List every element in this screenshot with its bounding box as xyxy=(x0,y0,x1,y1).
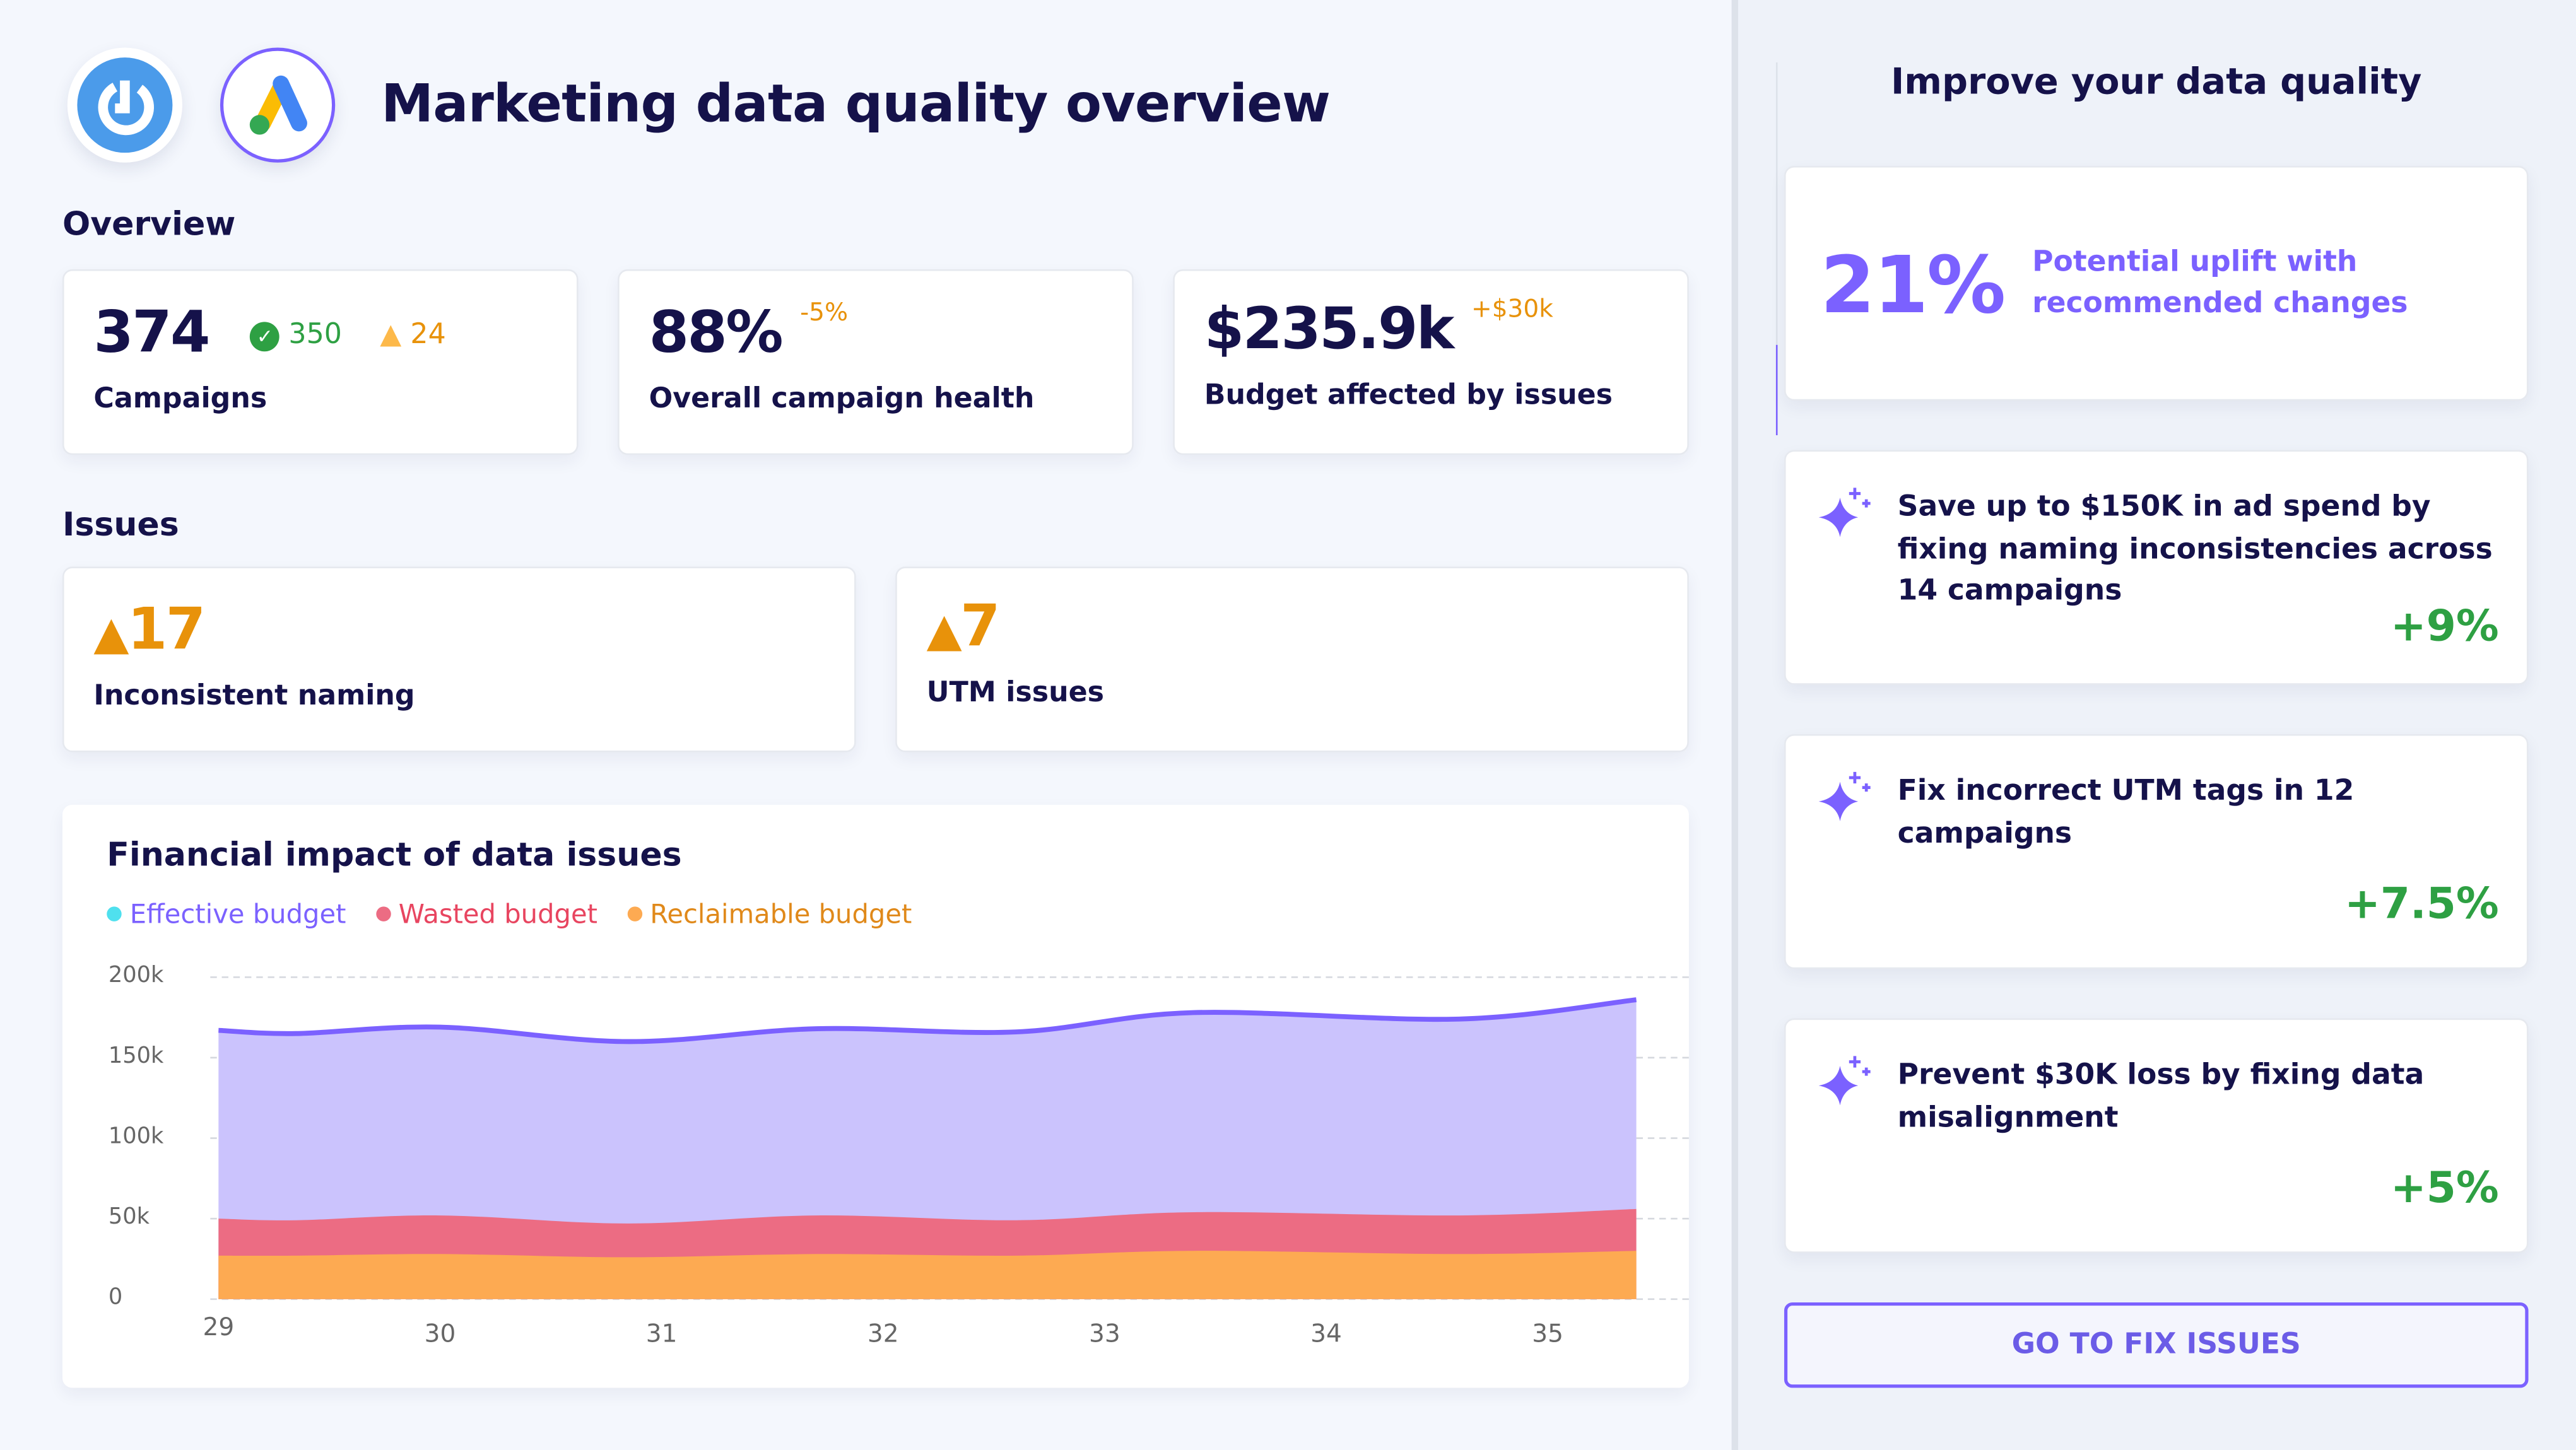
issues-heading: Issues xyxy=(62,504,179,544)
campaigns-value: 374 xyxy=(93,300,210,366)
health-label: Overall campaign health xyxy=(649,382,1035,416)
timeline-active xyxy=(1775,344,1778,436)
budget-label: Budget affected by issues xyxy=(1204,379,1613,412)
ok-count: ✓ 350 xyxy=(250,319,342,352)
legend-item[interactable]: Reclaimable budget xyxy=(626,898,912,930)
dashboard-logo xyxy=(67,47,183,163)
utm-issue-count: 7 xyxy=(960,594,1000,660)
area-chart xyxy=(210,976,1689,1301)
budget-value: $235.9k xyxy=(1204,297,1455,363)
x-tick-label: 32 xyxy=(867,1319,899,1348)
y-tick-label: 150k xyxy=(108,1043,164,1070)
naming-issue-label: Inconsistent naming xyxy=(93,680,415,713)
legend-label: Reclaimable budget xyxy=(650,898,912,930)
naming-issue-metric: ▲17 xyxy=(93,597,206,664)
uplift-label: Potential uplift with recommended change… xyxy=(2032,246,2408,320)
utm-issue-metric: ▲7 xyxy=(926,594,1001,660)
sparkle-icon xyxy=(1818,771,1871,821)
legend-label: Effective budget xyxy=(129,898,346,930)
page-title: Marketing data quality overview xyxy=(381,72,1331,135)
uplift-value: 21% xyxy=(1820,240,2006,332)
recommendation-card[interactable]: Save up to $150K in ad spend by fixing n… xyxy=(1784,450,2529,685)
legend-label: Wasted budget xyxy=(398,898,597,930)
sparkle-icon xyxy=(1818,1056,1871,1106)
go-to-fix-issues-button[interactable]: GO TO FIX ISSUES xyxy=(1784,1302,2529,1388)
budget-card[interactable]: $235.9k +$30k Budget affected by issues xyxy=(1173,269,1689,455)
health-value: 88% xyxy=(649,300,784,366)
recommendation-card[interactable]: Prevent $30K loss by fixing data misalig… xyxy=(1784,1018,2529,1253)
utm-issue-label: UTM issues xyxy=(926,676,1105,710)
health-metric: 88% -5% xyxy=(649,297,849,366)
utm-issue-card[interactable]: ▲7 UTM issues xyxy=(895,566,1689,752)
naming-issue-card[interactable]: ▲17 Inconsistent naming xyxy=(62,566,856,752)
effective-budget-line xyxy=(218,997,1637,1044)
uplift-card: 21% Potential uplift with recommended ch… xyxy=(1784,166,2529,401)
chart-legend: Effective budget Wasted budget Reclaimable… xyxy=(107,897,941,930)
recommendation-impact: +5% xyxy=(2390,1164,2499,1214)
panel-divider xyxy=(1731,0,1739,1450)
sparkle-icon xyxy=(1818,488,1871,537)
y-tick-label: 100k xyxy=(108,1123,164,1150)
x-tick-label: 29 xyxy=(203,1312,235,1342)
warning-icon: ▲ xyxy=(926,602,962,657)
google-ads-logo xyxy=(220,47,336,163)
power-logo-icon xyxy=(77,57,173,153)
legend-dot xyxy=(107,906,122,921)
recommendation-card[interactable]: Fix incorrect UTM tags in 12 campaigns +… xyxy=(1784,734,2529,969)
health-card[interactable]: 88% -5% Overall campaign health xyxy=(618,269,1134,455)
panel-title: Improve your data quality xyxy=(1890,62,2422,104)
x-tick-label: 31 xyxy=(645,1319,678,1348)
chart-title: Financial impact of data issues xyxy=(107,834,682,874)
naming-issue-count: 17 xyxy=(127,597,206,664)
campaigns-metric: 374 ✓ 350 ▲ 24 xyxy=(93,301,445,366)
x-tick-label: 30 xyxy=(424,1319,456,1348)
y-tick-label: 200k xyxy=(108,962,164,989)
x-tick-label: 33 xyxy=(1089,1319,1120,1348)
warning-icon: ▲ xyxy=(380,319,402,352)
recommendation-text: Fix incorrect UTM tags in 12 campaigns xyxy=(1897,775,2355,850)
budget-delta: +$30k xyxy=(1471,294,1553,324)
x-tick-label: 35 xyxy=(1532,1319,1563,1348)
check-circle-icon: ✓ xyxy=(250,322,280,352)
recommendation-impact: +9% xyxy=(2390,602,2499,652)
legend-item[interactable]: Effective budget xyxy=(107,898,346,930)
legend-dot xyxy=(375,906,391,921)
y-tick-label: 0 xyxy=(108,1284,123,1311)
financial-impact-chart-card: Financial impact of data issues Effectiv… xyxy=(62,804,1689,1388)
legend-item[interactable]: Wasted budget xyxy=(375,898,597,930)
area-reclaimable-budget xyxy=(218,1251,1637,1299)
overview-heading: Overview xyxy=(62,203,236,243)
warning-icon: ▲ xyxy=(93,605,129,660)
health-delta: -5% xyxy=(800,297,849,327)
improve-panel: Improve your data quality 21% Potential … xyxy=(1738,0,2576,1450)
y-tick-label: 50k xyxy=(108,1203,150,1231)
campaigns-card[interactable]: 374 ✓ 350 ▲ 24 Campaigns xyxy=(62,269,579,455)
campaigns-label: Campaigns xyxy=(93,382,268,416)
recommendation-impact: +7.5% xyxy=(2344,880,2499,930)
warn-count: ▲ 24 xyxy=(380,319,446,352)
google-ads-icon xyxy=(249,75,307,135)
recommendation-text: Save up to $150K in ad spend by fixing n… xyxy=(1897,491,2493,608)
budget-metric: $235.9k +$30k xyxy=(1204,294,1553,363)
x-tick-label: 34 xyxy=(1310,1319,1342,1348)
legend-dot xyxy=(626,906,642,921)
timeline-line xyxy=(1775,62,1778,436)
recommendation-text: Prevent $30K loss by fixing data misalig… xyxy=(1897,1059,2425,1135)
